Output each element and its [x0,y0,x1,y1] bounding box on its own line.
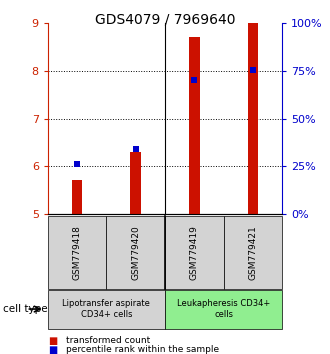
Bar [72,180,82,214]
Text: transformed count: transformed count [66,336,150,345]
Text: GSM779420: GSM779420 [131,225,140,280]
Bar [248,23,258,214]
Bar [130,152,141,214]
Text: GSM779418: GSM779418 [73,225,82,280]
Text: Leukapheresis CD34+
cells: Leukapheresis CD34+ cells [177,299,270,319]
Bar [189,38,200,214]
Text: GSM779421: GSM779421 [248,225,257,280]
Text: GDS4079 / 7969640: GDS4079 / 7969640 [95,12,235,27]
Text: Lipotransfer aspirate
CD34+ cells: Lipotransfer aspirate CD34+ cells [62,299,150,319]
Text: percentile rank within the sample: percentile rank within the sample [66,345,219,354]
Text: ■: ■ [48,345,57,354]
Text: cell type: cell type [3,304,48,314]
Text: ■: ■ [48,336,57,346]
Text: GSM779419: GSM779419 [190,225,199,280]
